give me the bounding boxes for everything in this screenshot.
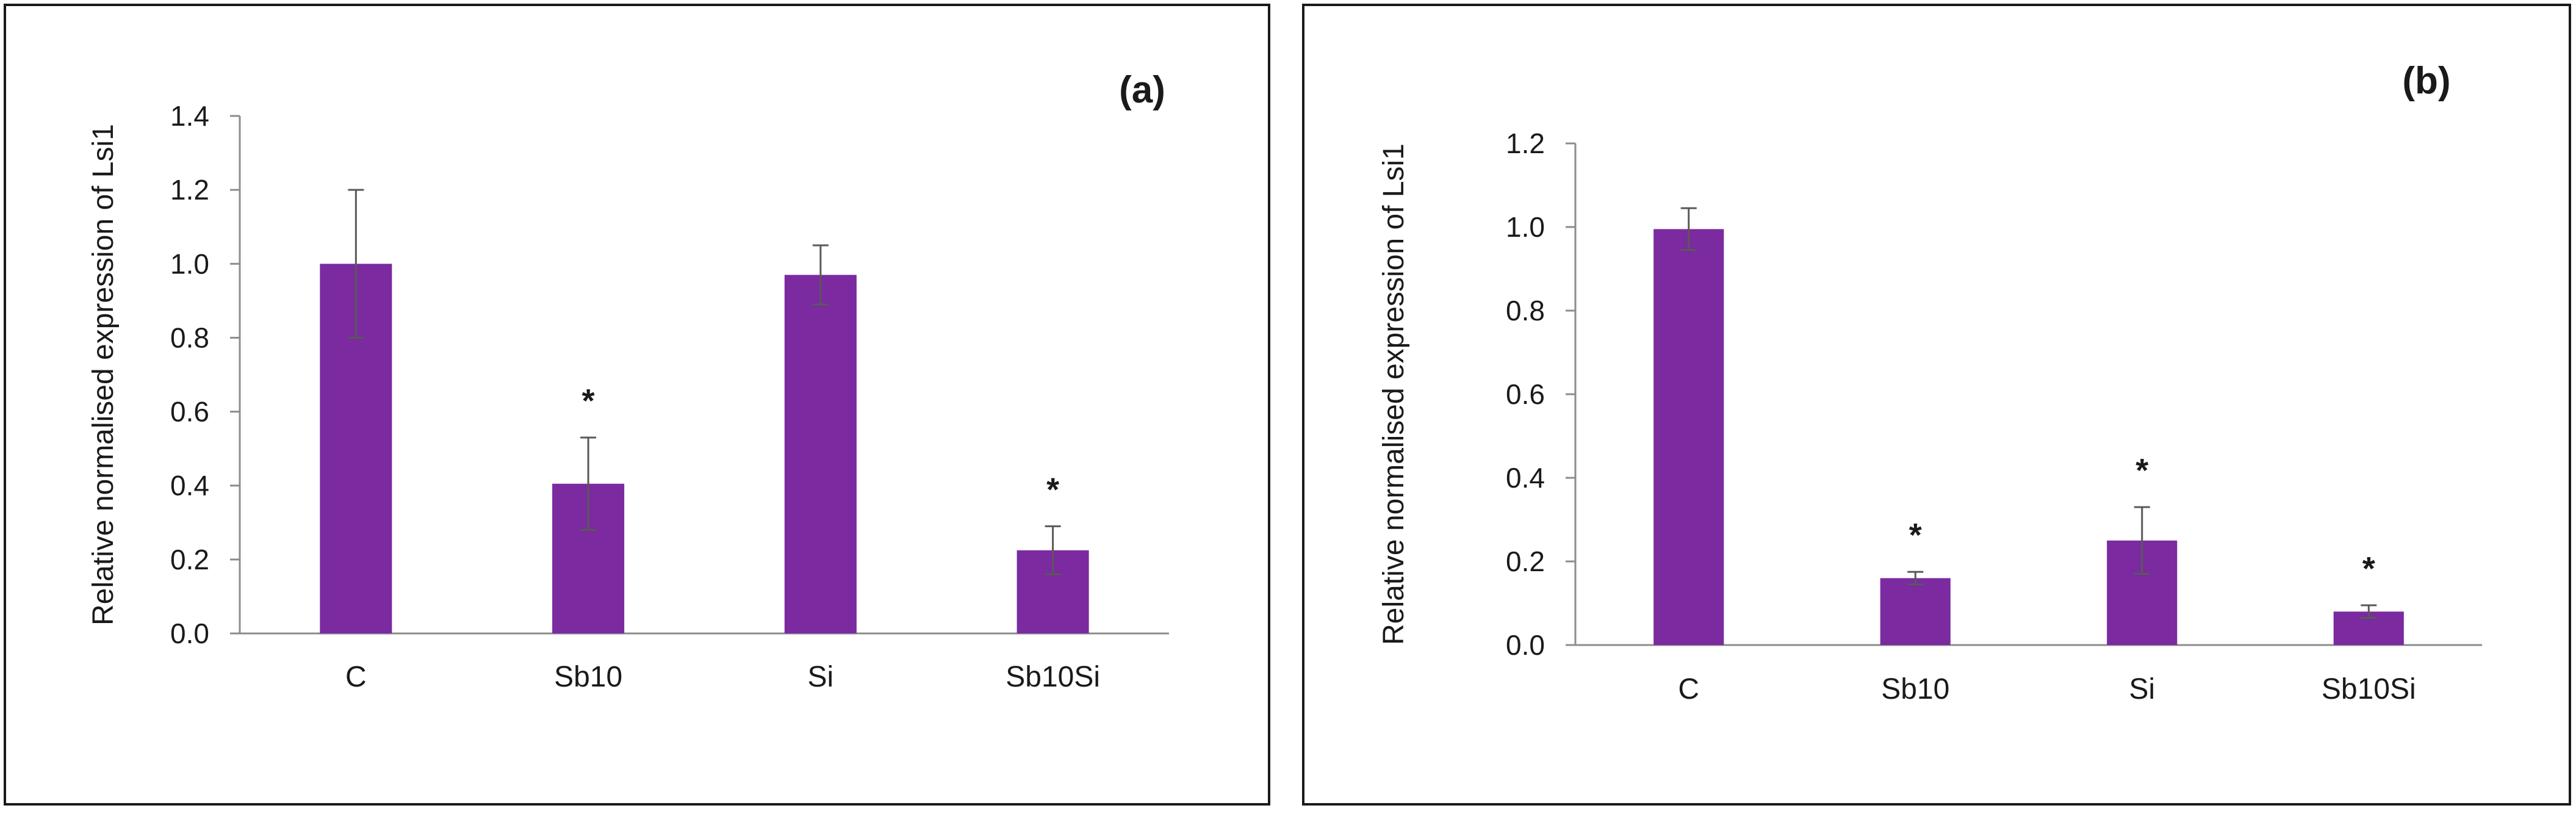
y-tick-label: 0.2 xyxy=(1506,546,1545,577)
significance-marker: * xyxy=(582,383,595,419)
x-tick-label: Sb10Si xyxy=(1006,661,1100,693)
y-tick-label: 0.6 xyxy=(170,396,209,428)
x-tick-label: Sb10 xyxy=(1881,673,1949,705)
x-tick-label: Si xyxy=(808,661,834,693)
significance-marker: * xyxy=(1046,471,1059,508)
panel-label: (b) xyxy=(2402,60,2450,102)
bar-si xyxy=(784,275,857,633)
y-axis-label: Relative normalised expression of Lsi1 xyxy=(1378,143,1410,645)
x-tick-label: Sb10Si xyxy=(2322,673,2416,705)
y-axis-label: Relative normalised expression of Lsi1 xyxy=(87,124,120,626)
y-tick-label: 0.2 xyxy=(170,544,209,575)
chart-panel: 0.0 0.2 0.4 0.6 0.8 1.0 1.2 1.4 Relative normali… xyxy=(4,4,1270,806)
x-tick-label: C xyxy=(345,661,367,693)
y-tick-label: 0.8 xyxy=(1506,295,1545,326)
chart-panel: 0.0 0.2 0.4 0.6 0.8 1.0 1.2 Relative normalised… xyxy=(1302,4,2571,806)
panel-frame xyxy=(4,4,1270,806)
y-tick-label: 0.4 xyxy=(1506,462,1545,494)
y-tick-label: 0.4 xyxy=(170,470,209,502)
y-tick-label: 0.8 xyxy=(170,322,209,353)
x-tick-label: Si xyxy=(2129,673,2155,705)
y-tick-label: 0.0 xyxy=(170,618,209,649)
y-tick-label: 1.4 xyxy=(170,100,209,132)
y-tick-label: 1.0 xyxy=(170,248,209,279)
y-tick-label: 0.6 xyxy=(1506,378,1545,410)
significance-marker: * xyxy=(2135,452,2148,489)
y-tick-label: 1.2 xyxy=(170,174,209,206)
y-tick-label: 1.2 xyxy=(1506,128,1545,159)
y-tick-label: 0.0 xyxy=(1506,629,1545,661)
panel-frame xyxy=(1302,4,2571,806)
significance-marker: * xyxy=(2362,550,2375,587)
x-tick-label: Sb10 xyxy=(554,661,622,693)
y-tick-label: 1.0 xyxy=(1506,211,1545,243)
bar-c xyxy=(1653,229,1724,645)
bar-sb10 xyxy=(1880,578,1951,645)
significance-marker: * xyxy=(1909,517,1922,553)
panel-label: (a) xyxy=(1119,69,1165,111)
x-tick-label: C xyxy=(1678,673,1699,705)
